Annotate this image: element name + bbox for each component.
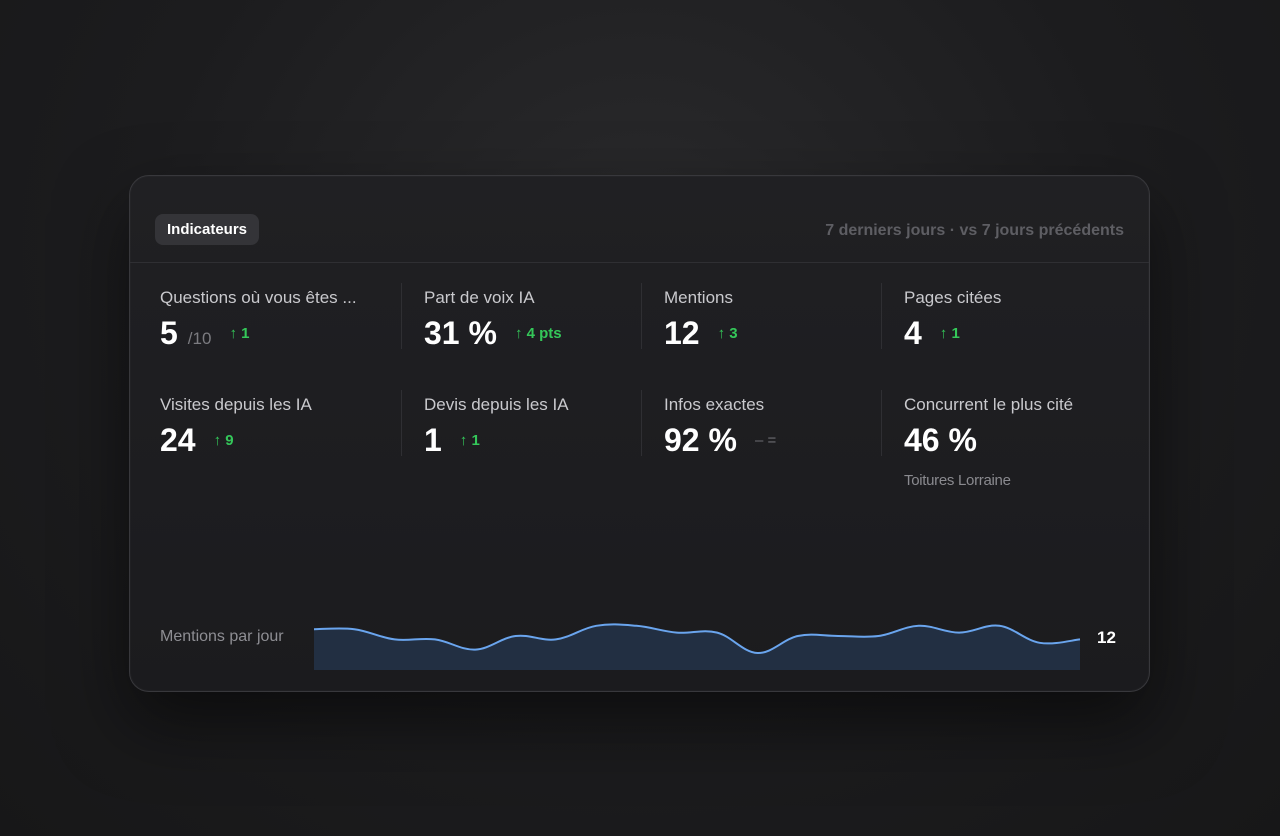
- kpi-value: 1 ↑ 1: [424, 422, 480, 459]
- kpi-number: 4: [904, 315, 922, 351]
- kpi-number: 24: [160, 422, 196, 458]
- kpi-label: Infos exactes: [664, 395, 765, 414]
- kpi-share-of-voice: Part de voix IA 31 % ↑ 4 pts: [401, 262, 654, 352]
- kpi-top-competitor: Concurrent le plus cité 46 % Toitures Lo…: [881, 369, 1134, 489]
- kpi-number: 5: [160, 315, 178, 351]
- kpi-label: Part de voix IA: [424, 288, 535, 307]
- kpi-number: 46 %: [904, 422, 977, 458]
- kpi-value: 12 ↑ 3: [664, 315, 738, 352]
- kpi-number: 31 %: [424, 315, 497, 351]
- kpi-ai-quotes: Devis depuis les IA 1 ↑ 1: [401, 369, 654, 459]
- kpi-ai-visits: Visites depuis les IA 24 ↑ 9: [160, 369, 390, 459]
- kpi-value: 46 %: [904, 422, 977, 459]
- kpi-value: 5/10 ↑ 1: [160, 315, 249, 352]
- kpi-number: 12: [664, 315, 700, 351]
- sparkline-area: [314, 624, 1080, 670]
- indicators-tab[interactable]: Indicateurs: [155, 214, 260, 245]
- kpi-delta: ↑ 3: [717, 325, 738, 342]
- kpi-delta: ↑ 1: [939, 325, 960, 342]
- kpi-mentions: Mentions 12 ↑ 3: [641, 262, 894, 352]
- kpi-accurate-info: Infos exactes 92 % – =: [641, 369, 894, 459]
- kpi-suffix: /10: [187, 329, 212, 348]
- kpi-label: Pages citées: [904, 288, 1002, 307]
- kpi-label: Concurrent le plus cité: [904, 395, 1074, 414]
- kpi-cited-pages: Pages citées 4 ↑ 1: [881, 262, 1134, 352]
- kpi-label: Mentions: [664, 288, 733, 307]
- kpi-delta: ↑ 1: [229, 325, 250, 342]
- mentions-sparkline: [313, 623, 1081, 670]
- kpi-number: 1: [424, 422, 442, 458]
- period-label: 7 derniers jours · vs 7 jours précédents: [825, 222, 1124, 239]
- kpi-label: Questions où vous êtes ...: [160, 288, 357, 307]
- kpi-label: Visites depuis les IA: [160, 395, 312, 414]
- kpi-delta: ↑ 1: [459, 432, 480, 449]
- kpi-label: Devis depuis les IA: [424, 395, 569, 414]
- kpi-questions: Questions où vous êtes ... 5/10 ↑ 1: [160, 262, 390, 352]
- kpi-delta: ↑ 9: [213, 432, 234, 449]
- kpi-number: 92 %: [664, 422, 737, 458]
- kpi-value: 4 ↑ 1: [904, 315, 960, 352]
- kpi-value: 92 % – =: [664, 422, 776, 459]
- indicators-card: Indicateurs 7 derniers jours · vs 7 jour…: [129, 175, 1150, 692]
- chart-end-value: 12: [1097, 628, 1116, 647]
- kpi-delta: – =: [754, 432, 777, 449]
- kpi-value: 24 ↑ 9: [160, 422, 234, 459]
- kpi-value: 31 % ↑ 4 pts: [424, 315, 562, 352]
- card-header: Indicateurs 7 derniers jours · vs 7 jour…: [130, 176, 1149, 263]
- sparkline-line: [313, 623, 1081, 655]
- competitor-name: Toitures Lorraine: [904, 472, 1011, 489]
- kpi-delta: ↑ 4 pts: [514, 325, 562, 342]
- chart-label: Mentions par jour: [160, 628, 284, 645]
